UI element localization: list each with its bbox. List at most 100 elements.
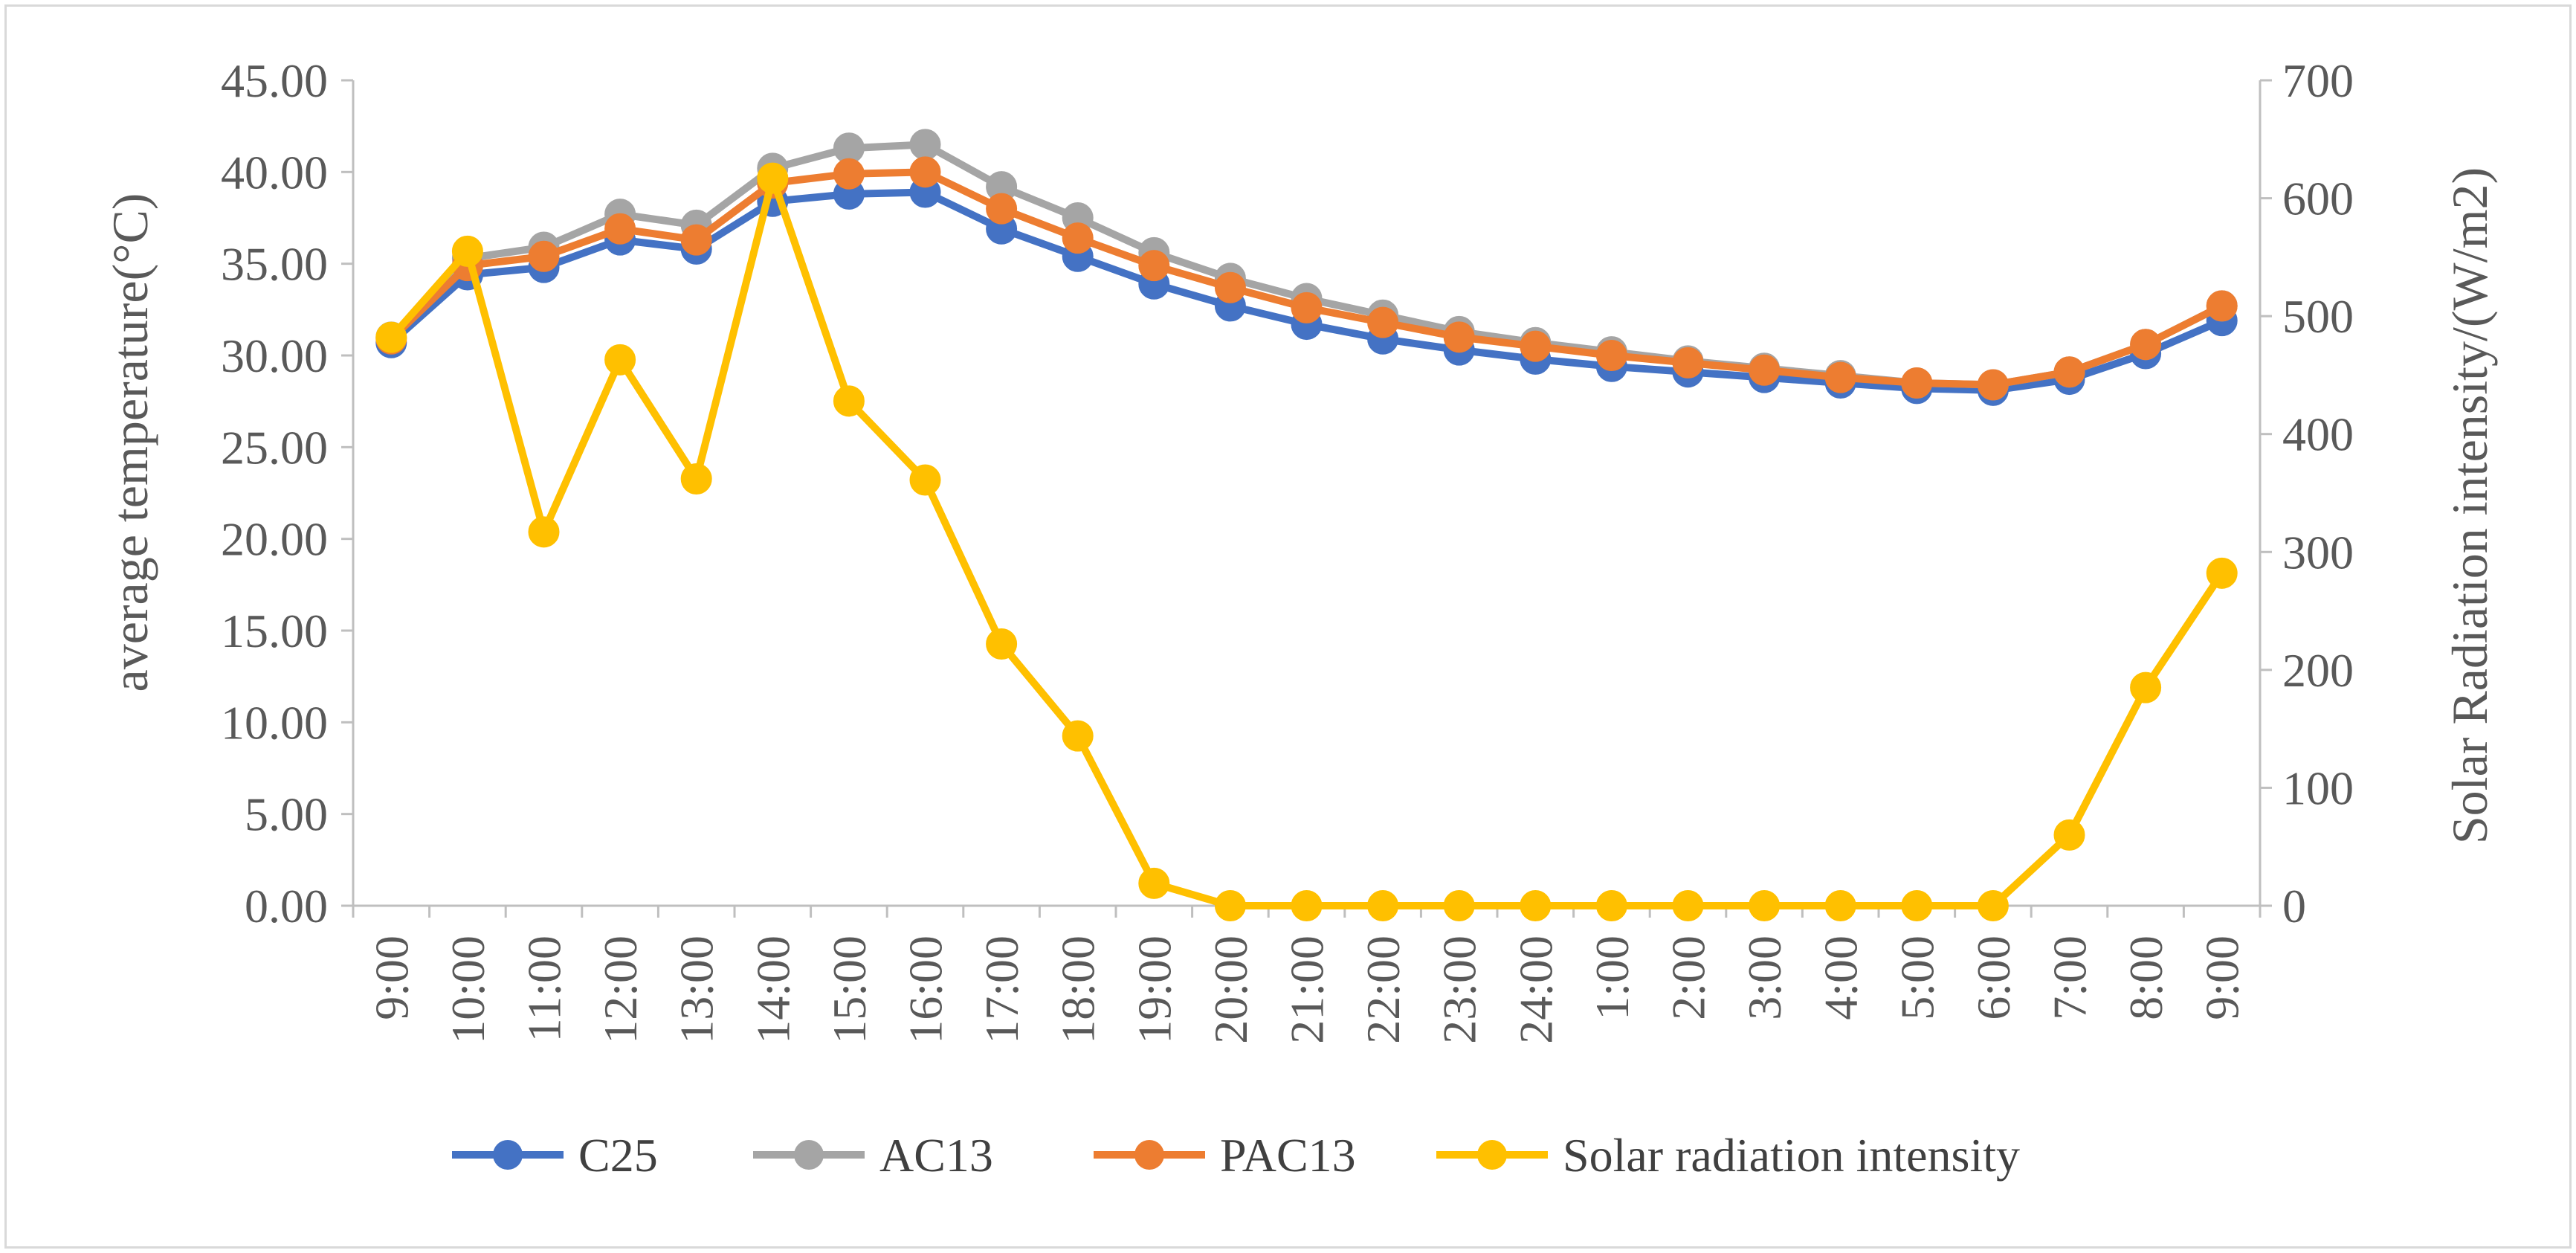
- x-tick-label: 4:00: [1815, 935, 1868, 1020]
- data-point: [909, 464, 941, 496]
- data-point: [1824, 890, 1856, 921]
- x-tick-label: 16:00: [900, 935, 952, 1044]
- data-point: [1443, 321, 1475, 353]
- x-tick-label: 11:00: [518, 935, 571, 1042]
- data-point: [1977, 369, 2009, 401]
- legend-label: Solar radiation intensity: [1563, 1129, 2020, 1182]
- data-point: [1595, 890, 1627, 921]
- series-line: [388, 141, 2224, 389]
- data-point: [986, 628, 1018, 660]
- x-tick-label: 9:00: [365, 935, 418, 1020]
- y2-tick-label: 600: [2282, 173, 2354, 225]
- series-line: [388, 168, 2224, 389]
- y-tick-label: 25.00: [221, 421, 328, 474]
- y-tick-label: 0.00: [245, 880, 328, 932]
- x-tick-label: 24:00: [1509, 935, 1562, 1044]
- legend-swatch-marker: [1477, 1140, 1507, 1170]
- data-point: [1901, 890, 1933, 921]
- y-tick-label: 30.00: [221, 329, 328, 382]
- data-point: [528, 240, 560, 272]
- x-tick-label: 8:00: [2120, 935, 2172, 1020]
- y-tick-label: 5.00: [245, 788, 328, 841]
- x-tick-label: 13:00: [671, 935, 723, 1044]
- x-tick-label: 15:00: [823, 935, 876, 1044]
- legend-item: AC13: [753, 1129, 993, 1182]
- data-point: [2130, 329, 2162, 361]
- data-point: [604, 213, 636, 245]
- legend-label: C25: [578, 1129, 658, 1182]
- x-tick-label: 22:00: [1357, 935, 1410, 1044]
- y-tick-label: 20.00: [221, 513, 328, 566]
- data-point: [1367, 890, 1399, 921]
- y2-tick-label: 500: [2282, 290, 2354, 343]
- legend-item: C25: [452, 1129, 658, 1182]
- data-point: [1214, 271, 1246, 303]
- y-tick-label: 45.00: [221, 54, 328, 107]
- data-point: [1367, 306, 1399, 338]
- legend-swatch-marker: [493, 1140, 523, 1170]
- x-tick-label: 10:00: [442, 935, 494, 1044]
- x-tick-label: 6:00: [1967, 935, 2020, 1020]
- y2-tick-label: 100: [2282, 761, 2354, 814]
- data-point: [757, 162, 789, 194]
- y2-tick-label: 700: [2282, 54, 2354, 107]
- data-point: [375, 321, 407, 353]
- y-tick-label: 40.00: [221, 146, 328, 199]
- x-tick-label: 5:00: [1891, 935, 1943, 1020]
- x-tick-label: 7:00: [2044, 935, 2096, 1020]
- legend-swatch-marker: [1134, 1140, 1164, 1170]
- x-tick-label: 18:00: [1052, 935, 1105, 1044]
- series-ac13: [375, 129, 2238, 401]
- x-tick-label: 12:00: [594, 935, 647, 1044]
- data-point: [604, 344, 636, 376]
- data-point: [1062, 222, 1094, 254]
- y2-tick-label: 400: [2282, 408, 2354, 461]
- data-point: [451, 235, 483, 267]
- y2-tick-label: 0: [2282, 880, 2306, 932]
- data-point: [1672, 890, 1704, 921]
- data-point: [1749, 890, 1781, 921]
- series-pac13: [375, 156, 2238, 401]
- data-point: [1291, 291, 1323, 323]
- x-tick-label: 9:00: [2196, 935, 2249, 1020]
- x-tick-label: 3:00: [1738, 935, 1791, 1020]
- data-point: [1291, 890, 1323, 921]
- series-solar-radiation-intensity: [375, 162, 2238, 921]
- data-point: [1824, 361, 1856, 393]
- legend-item: Solar radiation intensity: [1436, 1129, 2020, 1182]
- x-tick-label: 1:00: [1586, 935, 1639, 1020]
- data-point: [909, 156, 941, 188]
- data-point: [986, 193, 1018, 225]
- legend-swatch-marker: [794, 1140, 824, 1170]
- x-tick-label: 23:00: [1433, 935, 1486, 1044]
- x-tick-label: 19:00: [1128, 935, 1181, 1044]
- data-point: [2130, 671, 2162, 703]
- data-point: [1214, 890, 1246, 921]
- data-point: [680, 224, 712, 256]
- data-point: [833, 385, 865, 417]
- data-point: [1520, 890, 1552, 921]
- y2-tick-label: 300: [2282, 526, 2354, 579]
- data-point: [1749, 354, 1781, 386]
- y2-axis-title: Solar Radiation intensity/(W/m2): [2441, 167, 2498, 844]
- legend-label: AC13: [879, 1129, 993, 1182]
- data-point: [528, 516, 560, 548]
- chart-frame: [4, 4, 2572, 1249]
- y-tick-label: 10.00: [221, 696, 328, 749]
- y-tick-label: 15.00: [221, 605, 328, 657]
- data-point: [1062, 720, 1094, 752]
- data-point: [1901, 367, 1933, 399]
- y-tick-label: 35.00: [221, 238, 328, 291]
- data-point: [833, 158, 865, 190]
- data-point: [680, 463, 712, 495]
- legend: C25 AC13 PAC13 Solar radiation intensity: [452, 1129, 2020, 1182]
- legend-item: PAC13: [1094, 1129, 1356, 1182]
- data-point: [1443, 890, 1475, 921]
- x-tick-label: 20:00: [1204, 935, 1257, 1044]
- data-point: [1595, 340, 1627, 371]
- data-point: [1138, 867, 1170, 899]
- y2-tick-label: 200: [2282, 644, 2354, 697]
- x-tick-label: 2:00: [1662, 935, 1715, 1020]
- data-point: [2206, 290, 2238, 322]
